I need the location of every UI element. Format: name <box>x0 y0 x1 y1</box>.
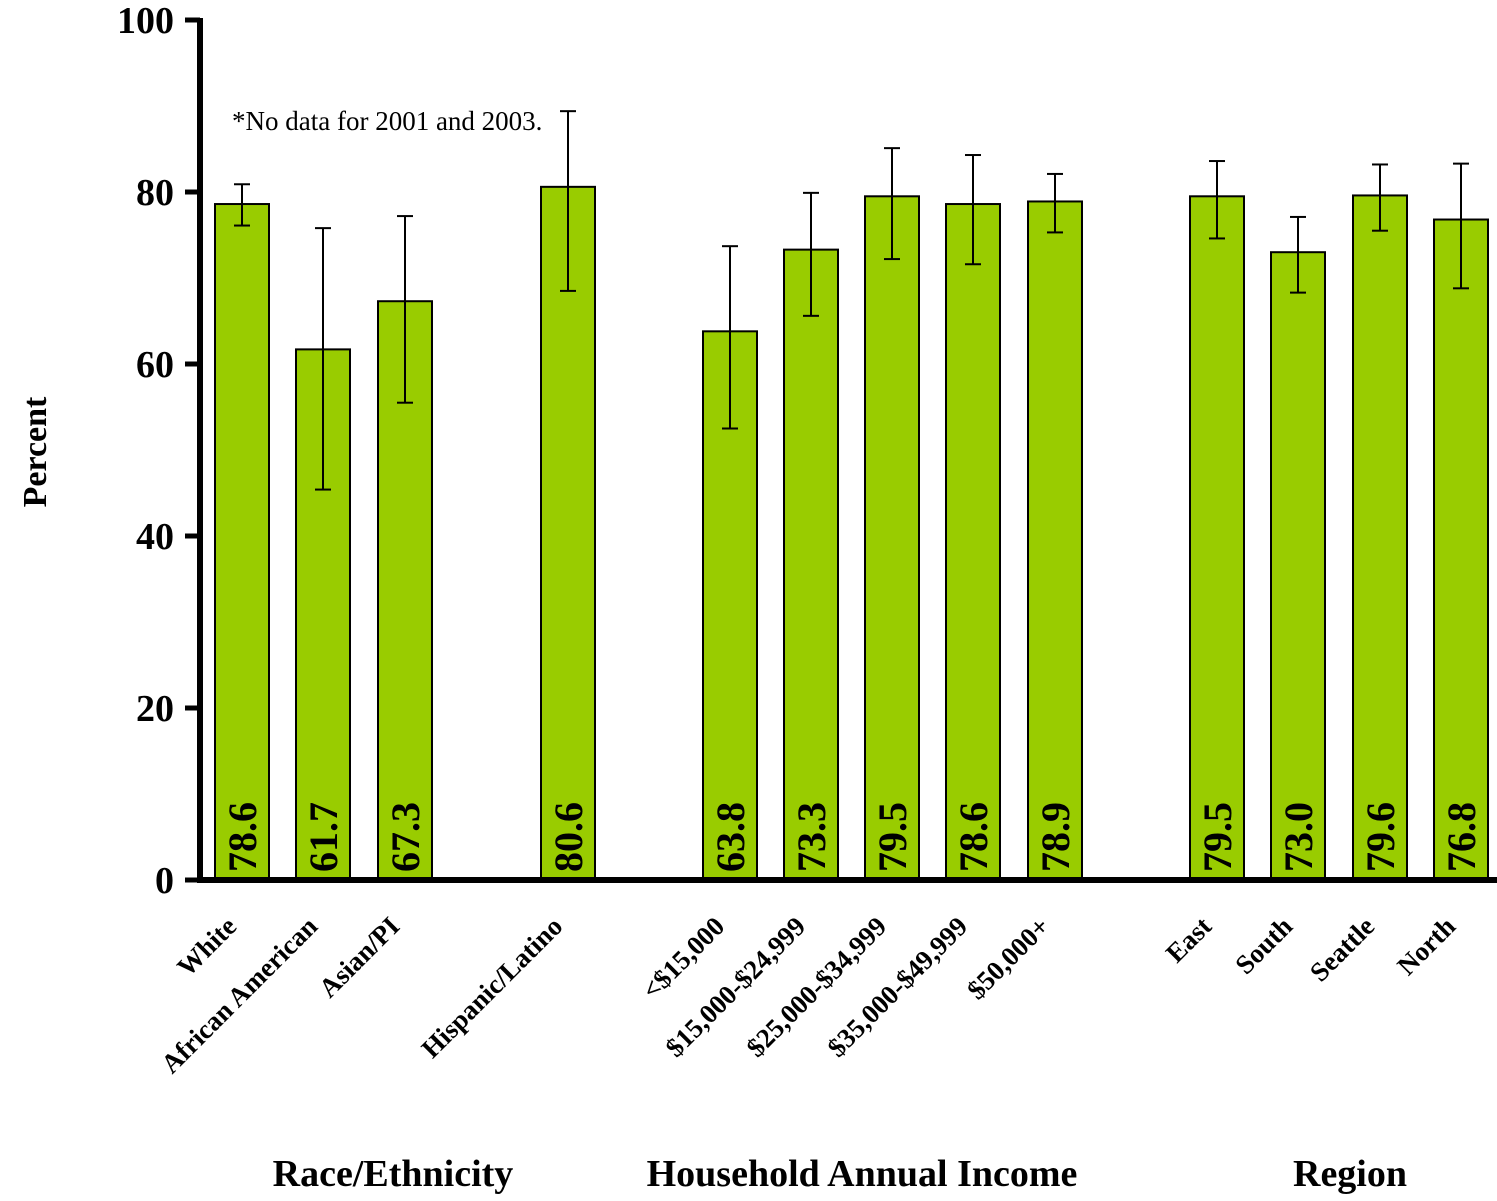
error-bar-5 <box>803 191 819 317</box>
x-tick-label-0: White <box>171 911 242 982</box>
x-tick-label-6: $25,000-$34,999 <box>741 911 893 1063</box>
bar-12 <box>1433 218 1489 881</box>
value-label-0: 78.6 <box>220 802 265 872</box>
bar-11 <box>1352 194 1408 881</box>
value-label-1: 61.7 <box>301 802 346 872</box>
value-label-10: 73.0 <box>1276 802 1321 872</box>
error-bar-4 <box>722 245 738 430</box>
x-tick-label-2: Asian/PI <box>313 911 405 1003</box>
error-bar-2 <box>397 215 413 404</box>
value-label-3: 80.6 <box>546 802 591 872</box>
x-tick-label-3: Hispanic/Latino <box>415 911 568 1064</box>
bar-10 <box>1270 251 1326 881</box>
x-tick-label-7: $35,000-$49,999 <box>822 911 974 1063</box>
x-tick-label-5: $15,000-$24,999 <box>660 911 812 1063</box>
y-tick-label-2: 40 <box>136 516 174 558</box>
bar-7 <box>945 203 1001 882</box>
error-bar-1 <box>315 227 331 491</box>
error-bar-0 <box>234 183 250 227</box>
error-bar-3 <box>560 110 576 292</box>
bar-5 <box>783 248 839 881</box>
x-tick-label-11: Seattle <box>1304 911 1380 987</box>
value-label-7: 78.6 <box>951 802 996 872</box>
error-bar-10 <box>1290 215 1306 294</box>
value-label-12: 76.8 <box>1439 802 1484 872</box>
y-tick-label-1: 20 <box>136 688 174 730</box>
error-bar-9 <box>1209 160 1225 240</box>
bar-0 <box>214 203 270 882</box>
value-labels-layer: 78.6 61.7 67.3 80.6 63.8 73.3 79.5 78.6 78.9 79.5… <box>220 802 1484 872</box>
y-tick-label-5: 100 <box>117 0 174 42</box>
bars-layer <box>214 185 1489 882</box>
error-bar-11 <box>1372 163 1388 232</box>
x-tick-label-8: $50,000+ <box>961 911 1055 1005</box>
axes-layer <box>197 18 1497 883</box>
bar-6 <box>864 195 920 882</box>
y-ticks-layer: 0 20 40 60 80 100 <box>117 0 200 902</box>
value-label-6: 79.5 <box>870 802 915 872</box>
value-label-2: 67.3 <box>383 802 428 872</box>
error-bars-layer <box>234 110 1469 491</box>
group-label-0: Race/Ethnicity <box>273 1153 514 1195</box>
error-bar-7 <box>965 154 981 266</box>
x-tick-label-10: South <box>1229 911 1298 980</box>
y-axis-title: Percent <box>17 396 54 507</box>
value-label-11: 79.6 <box>1358 802 1403 872</box>
error-bar-12 <box>1453 162 1469 290</box>
y-tick-label-0: 0 <box>155 860 174 902</box>
bar-9 <box>1189 195 1245 882</box>
x-tick-label-1: African American <box>155 911 323 1079</box>
bar-8 <box>1027 200 1083 881</box>
bar-3 <box>540 185 596 881</box>
value-label-9: 79.5 <box>1195 802 1240 872</box>
value-label-4: 63.8 <box>708 802 753 872</box>
group-label-3: Region <box>1293 1153 1407 1195</box>
x-tick-label-9: East <box>1160 911 1217 968</box>
y-tick-label-4: 80 <box>136 172 174 214</box>
error-bar-8 <box>1047 172 1063 234</box>
y-tick-label-3: 60 <box>136 344 174 386</box>
group-labels-layer: Race/Ethnicity Household Annual Income Reg… <box>273 1153 1407 1195</box>
error-bar-6 <box>884 147 900 261</box>
group-label-2: Household Annual Income <box>647 1153 1078 1195</box>
value-label-8: 78.9 <box>1033 802 1078 872</box>
x-tick-label-12: North <box>1391 911 1461 981</box>
chart-note: *No data for 2001 and 2003. <box>232 106 542 136</box>
value-label-5: 73.3 <box>789 802 834 872</box>
